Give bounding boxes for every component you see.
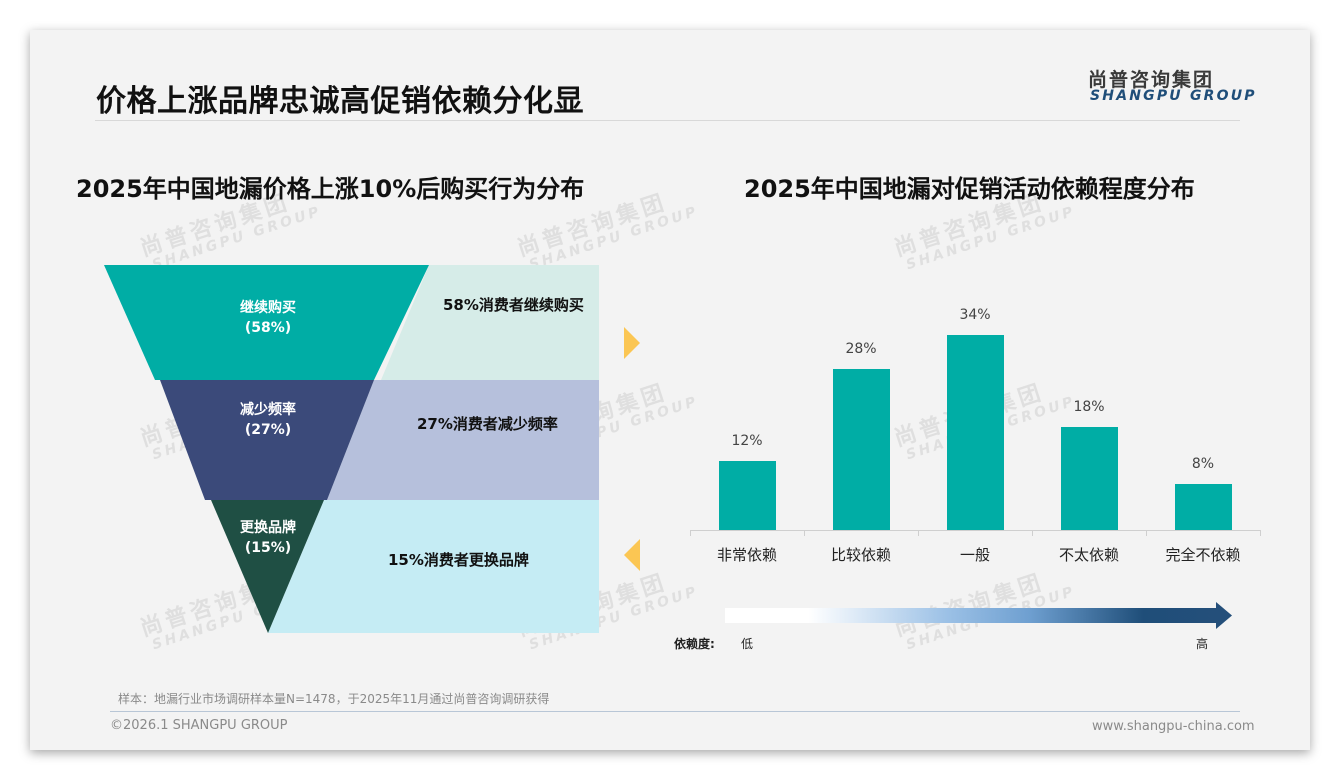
x-axis-tick — [1146, 530, 1147, 536]
funnel-segment-2 — [160, 380, 374, 500]
logo-chinese: 尚普咨询集团 — [1088, 69, 1215, 91]
funnel-panel-1 — [381, 265, 599, 380]
bar-value-label: 28% — [845, 341, 877, 358]
funnel-segment-1 — [104, 265, 429, 380]
funnel-segment-3-label: 更换品牌 (15%) — [240, 520, 296, 556]
x-axis-tick — [1032, 530, 1033, 536]
website-link[interactable]: www.shangpu-china.com — [1092, 719, 1255, 734]
funnel-annotation-3: 15%消费者更换品牌 — [388, 551, 529, 569]
bar[interactable] — [1060, 426, 1118, 530]
bar-category-label: 不太依赖 — [1058, 546, 1119, 564]
funnel-panel-2 — [327, 380, 599, 500]
bar-category-label: 一般 — [959, 546, 990, 564]
funnel-annotation-2: 27%消费者减少频率 — [417, 415, 558, 433]
bar-value-label: 8% — [1191, 456, 1215, 473]
copyright-text: ©2026.1 SHANGPU GROUP — [110, 718, 288, 733]
dependency-gradient-arrow — [725, 602, 1232, 629]
funnel-panel-3 — [268, 500, 599, 633]
funnel-chart-title: 2025年中国地漏价格上涨10%后购买行为分布 — [76, 175, 585, 203]
funnel-chart — [104, 265, 640, 633]
bar[interactable] — [832, 369, 890, 530]
page-title: 价格上涨品牌忠诚高促销依赖分化显 — [96, 84, 584, 119]
bar-category-label: 比较依赖 — [830, 546, 891, 564]
bar-value-label: 12% — [731, 433, 763, 450]
funnel-segment-1-label: 继续购买 (58%) — [240, 300, 296, 336]
logo-english: SHANGPU GROUP — [1090, 88, 1257, 104]
arrow-right-icon — [624, 327, 640, 359]
x-axis-tick — [918, 530, 919, 536]
bar-chart-title: 2025年中国地漏对促销活动依赖程度分布 — [744, 175, 1195, 203]
x-axis-line — [690, 530, 1260, 531]
funnel-segment-2-label: 减少频率 (27%) — [240, 402, 296, 438]
funnel-segment-3 — [211, 500, 324, 633]
bar[interactable] — [946, 334, 1004, 530]
slide: 尚普咨询集团 SHANGPU GROUP 尚普咨询集团 SHANGPU GROU… — [30, 30, 1310, 750]
dependency-low-label: 低 — [741, 637, 754, 651]
dependency-legend-label: 依赖度: — [674, 637, 715, 651]
x-axis-tick — [804, 530, 805, 536]
bar-value-label: 34% — [959, 306, 991, 323]
bar[interactable] — [718, 461, 776, 530]
bar-chart: 12% 非常依赖 28% 比较依赖 34% 一般 18% 不太依赖 8% 完全不依赖 — [30, 30, 1310, 750]
x-axis-tick — [1260, 530, 1261, 536]
bar-value-label: 18% — [1073, 398, 1105, 415]
funnel-annotation-1: 58%消费者继续购买 — [443, 296, 584, 314]
x-axis-tick — [690, 530, 691, 536]
dependency-high-label: 高 — [1196, 637, 1209, 651]
header-divider — [95, 120, 1240, 121]
bar-category-label: 完全不依赖 — [1165, 546, 1241, 564]
bar[interactable] — [1174, 484, 1232, 530]
sample-footnote: 样本：地漏行业市场调研样本量N=1478，于2025年11月通过尚普咨询调研获得 — [118, 692, 550, 706]
arrow-left-icon — [624, 539, 640, 571]
footer-divider — [110, 711, 1240, 712]
bar-category-label: 非常依赖 — [716, 546, 777, 564]
